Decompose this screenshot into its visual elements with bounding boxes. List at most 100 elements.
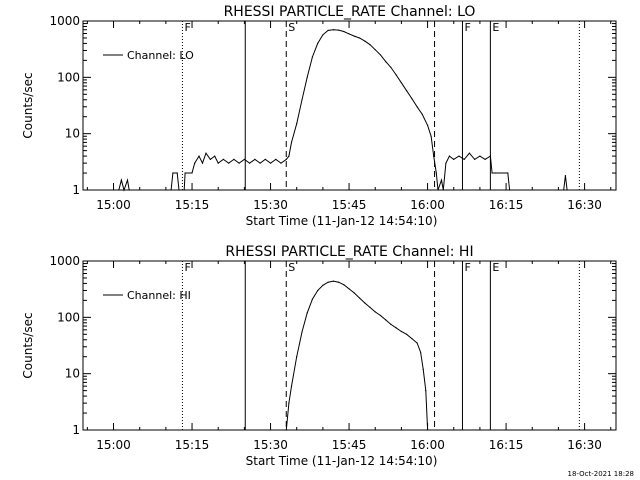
data-point	[270, 162, 272, 164]
data-point	[280, 162, 282, 164]
data-point	[214, 155, 216, 157]
data-point	[249, 162, 251, 164]
data-point	[369, 306, 371, 308]
data-point	[474, 158, 476, 160]
data-point	[194, 162, 196, 164]
data-point	[201, 162, 204, 164]
data-point	[172, 172, 174, 174]
data-point	[421, 113, 423, 115]
data-point	[364, 302, 366, 304]
data-point	[343, 30, 345, 33]
data-point	[411, 338, 413, 340]
x-tick-label: 15:15	[175, 198, 210, 212]
x-tick-label: 15:30	[253, 198, 288, 212]
data-point	[390, 66, 392, 68]
data-point	[400, 330, 402, 333]
data-point	[338, 281, 340, 283]
y-tick-label: 100	[57, 310, 80, 324]
data-point	[458, 155, 460, 157]
event-marker-label: F	[464, 21, 470, 34]
y-axis-label: Counts/sec	[21, 72, 35, 138]
event-marker-label: E	[492, 21, 499, 34]
data-point	[198, 155, 200, 157]
data-point	[243, 158, 245, 160]
data-point	[406, 333, 408, 335]
data-point	[448, 155, 450, 157]
data-point	[445, 162, 447, 164]
x-tick-label: 15:30	[253, 438, 288, 452]
x-tick-label: 15:45	[332, 438, 367, 452]
data-point	[183, 189, 185, 191]
x-tick-label: 16:15	[489, 438, 524, 452]
chart-title: RHESSI PARTICLE_RATE Channel: HI	[225, 244, 473, 260]
panel-lo: RHESSI PARTICLE_RATE Channel: LO Start Ti…	[21, 4, 617, 228]
x-tick-label: 16:00	[410, 198, 445, 212]
data-point	[507, 172, 509, 174]
event-marker-label: S	[288, 21, 295, 34]
data-point	[563, 189, 565, 191]
data-point	[290, 141, 293, 143]
data-point	[416, 342, 418, 344]
x-tick-label: 15:00	[96, 438, 131, 452]
data-point	[615, 189, 617, 191]
plot-frame	[82, 260, 617, 431]
data-point	[184, 172, 186, 174]
y-tick-label: 1	[72, 423, 80, 437]
data-point	[364, 40, 366, 42]
data-point	[433, 155, 435, 157]
x-tick-label: 16:30	[567, 198, 602, 212]
panel-hi: RHESSI PARTICLE_RATE Channel: HI Start Ti…	[21, 244, 617, 468]
data-point	[427, 429, 429, 431]
data-point	[327, 281, 329, 283]
data-point	[358, 37, 361, 39]
y-tick-label: 10	[65, 367, 80, 381]
y-tick-label: 1000	[49, 254, 80, 268]
data-point	[317, 42, 319, 45]
data-point	[379, 314, 382, 317]
data-point	[126, 179, 129, 181]
chart-title: RHESSI PARTICLE_RATE Channel: LO	[224, 4, 476, 20]
x-tick-label: 16:15	[489, 198, 524, 212]
legend-entry: Channel: LO	[127, 49, 194, 62]
footer-timestamp: 18-Oct-2021 18:28	[567, 470, 634, 478]
data-point	[369, 44, 371, 46]
data-point	[311, 298, 313, 300]
data-point	[395, 327, 397, 329]
data-point	[390, 323, 392, 325]
data-point	[358, 297, 361, 299]
data-point	[566, 189, 568, 191]
y-tick-label: 1	[72, 183, 80, 197]
data-point	[385, 319, 387, 321]
x-tick-label: 15:00	[96, 198, 131, 212]
data-point	[176, 172, 178, 174]
data-point	[170, 189, 172, 191]
data-point	[385, 61, 387, 63]
data-point	[118, 189, 120, 191]
data-point	[491, 172, 493, 174]
y-axis-label: Counts/sec	[21, 312, 35, 378]
data-point	[348, 288, 350, 290]
data-point	[301, 99, 303, 101]
y-tick-label: 1000	[49, 14, 80, 28]
data-point	[495, 172, 497, 174]
data-point	[348, 33, 350, 35]
data-point	[217, 162, 219, 164]
data-point	[468, 152, 470, 154]
event-marker-label: S	[288, 261, 295, 274]
data-point	[479, 155, 481, 157]
data-point	[290, 385, 293, 387]
x-tick-label: 15:15	[175, 438, 210, 452]
data-point	[205, 152, 207, 154]
data-point	[285, 429, 287, 431]
data-point	[564, 175, 567, 177]
data-point	[374, 311, 376, 313]
data-point	[322, 284, 324, 286]
data-point	[228, 162, 230, 164]
x-tick-label: 16:30	[567, 438, 602, 452]
data-point	[120, 179, 122, 181]
data-point	[437, 189, 439, 191]
data-point	[332, 280, 334, 282]
data-point	[317, 289, 319, 292]
event-marker-label: F	[464, 261, 470, 274]
